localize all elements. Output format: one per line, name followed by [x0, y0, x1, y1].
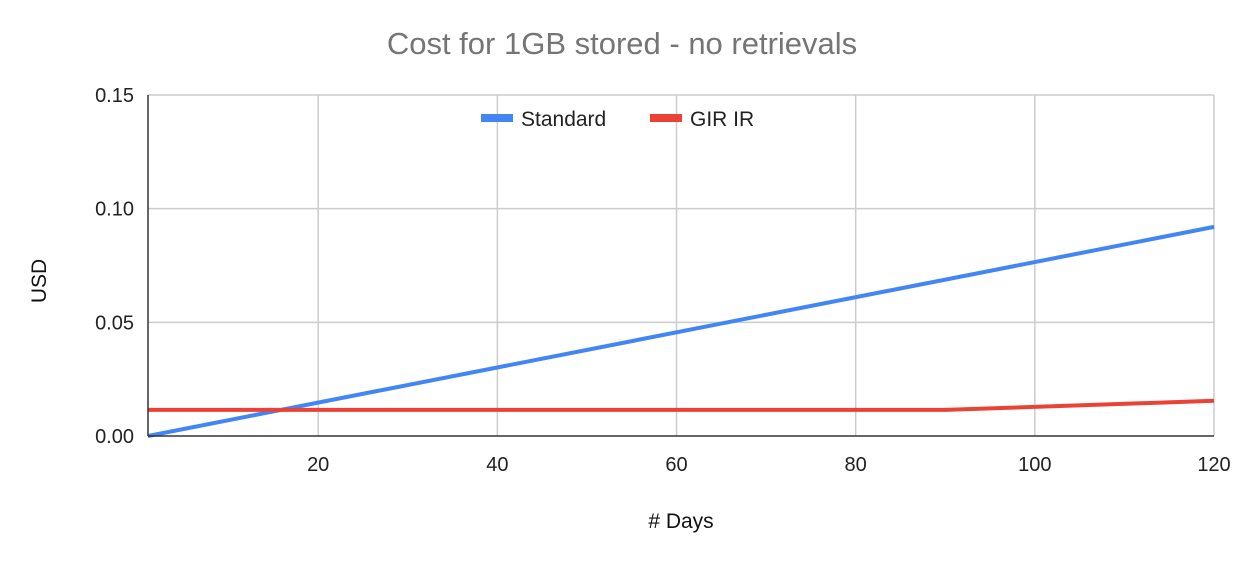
legend-label-gir-ir: GIR IR — [690, 108, 754, 131]
legend-swatch-standard — [481, 114, 513, 122]
series-lines — [147, 224, 1215, 438]
legend-swatch-gir-ir — [650, 114, 682, 122]
axes — [147, 95, 1214, 437]
y-tick-label: 0.15 — [95, 85, 134, 107]
chart-title: Cost for 1GB stored - no retrievals — [387, 26, 857, 61]
series-line-gir-ir — [148, 398, 1215, 412]
legend: Standard GIR IR — [481, 108, 754, 131]
x-tick-label: 60 — [665, 454, 687, 476]
legend-label-standard: Standard — [521, 108, 606, 131]
x-tick-label: 100 — [1018, 454, 1051, 476]
x-tick-label: 120 — [1197, 454, 1230, 476]
x-axis-label: # Days — [648, 510, 713, 533]
y-tick-label: 0.00 — [95, 426, 134, 448]
gridlines — [148, 94, 1215, 436]
x-tick-label: 80 — [845, 454, 867, 476]
y-tick-label: 0.10 — [95, 199, 134, 221]
tick-labels: 20 40 60 80 100 120 0.00 0.05 0.10 0.15 — [95, 85, 1231, 476]
y-axis-label: USD — [28, 259, 51, 303]
x-tick-label: 40 — [486, 454, 508, 476]
series-line-standard — [147, 224, 1215, 438]
y-tick-label: 0.05 — [95, 312, 134, 334]
x-tick-label: 20 — [307, 454, 329, 476]
